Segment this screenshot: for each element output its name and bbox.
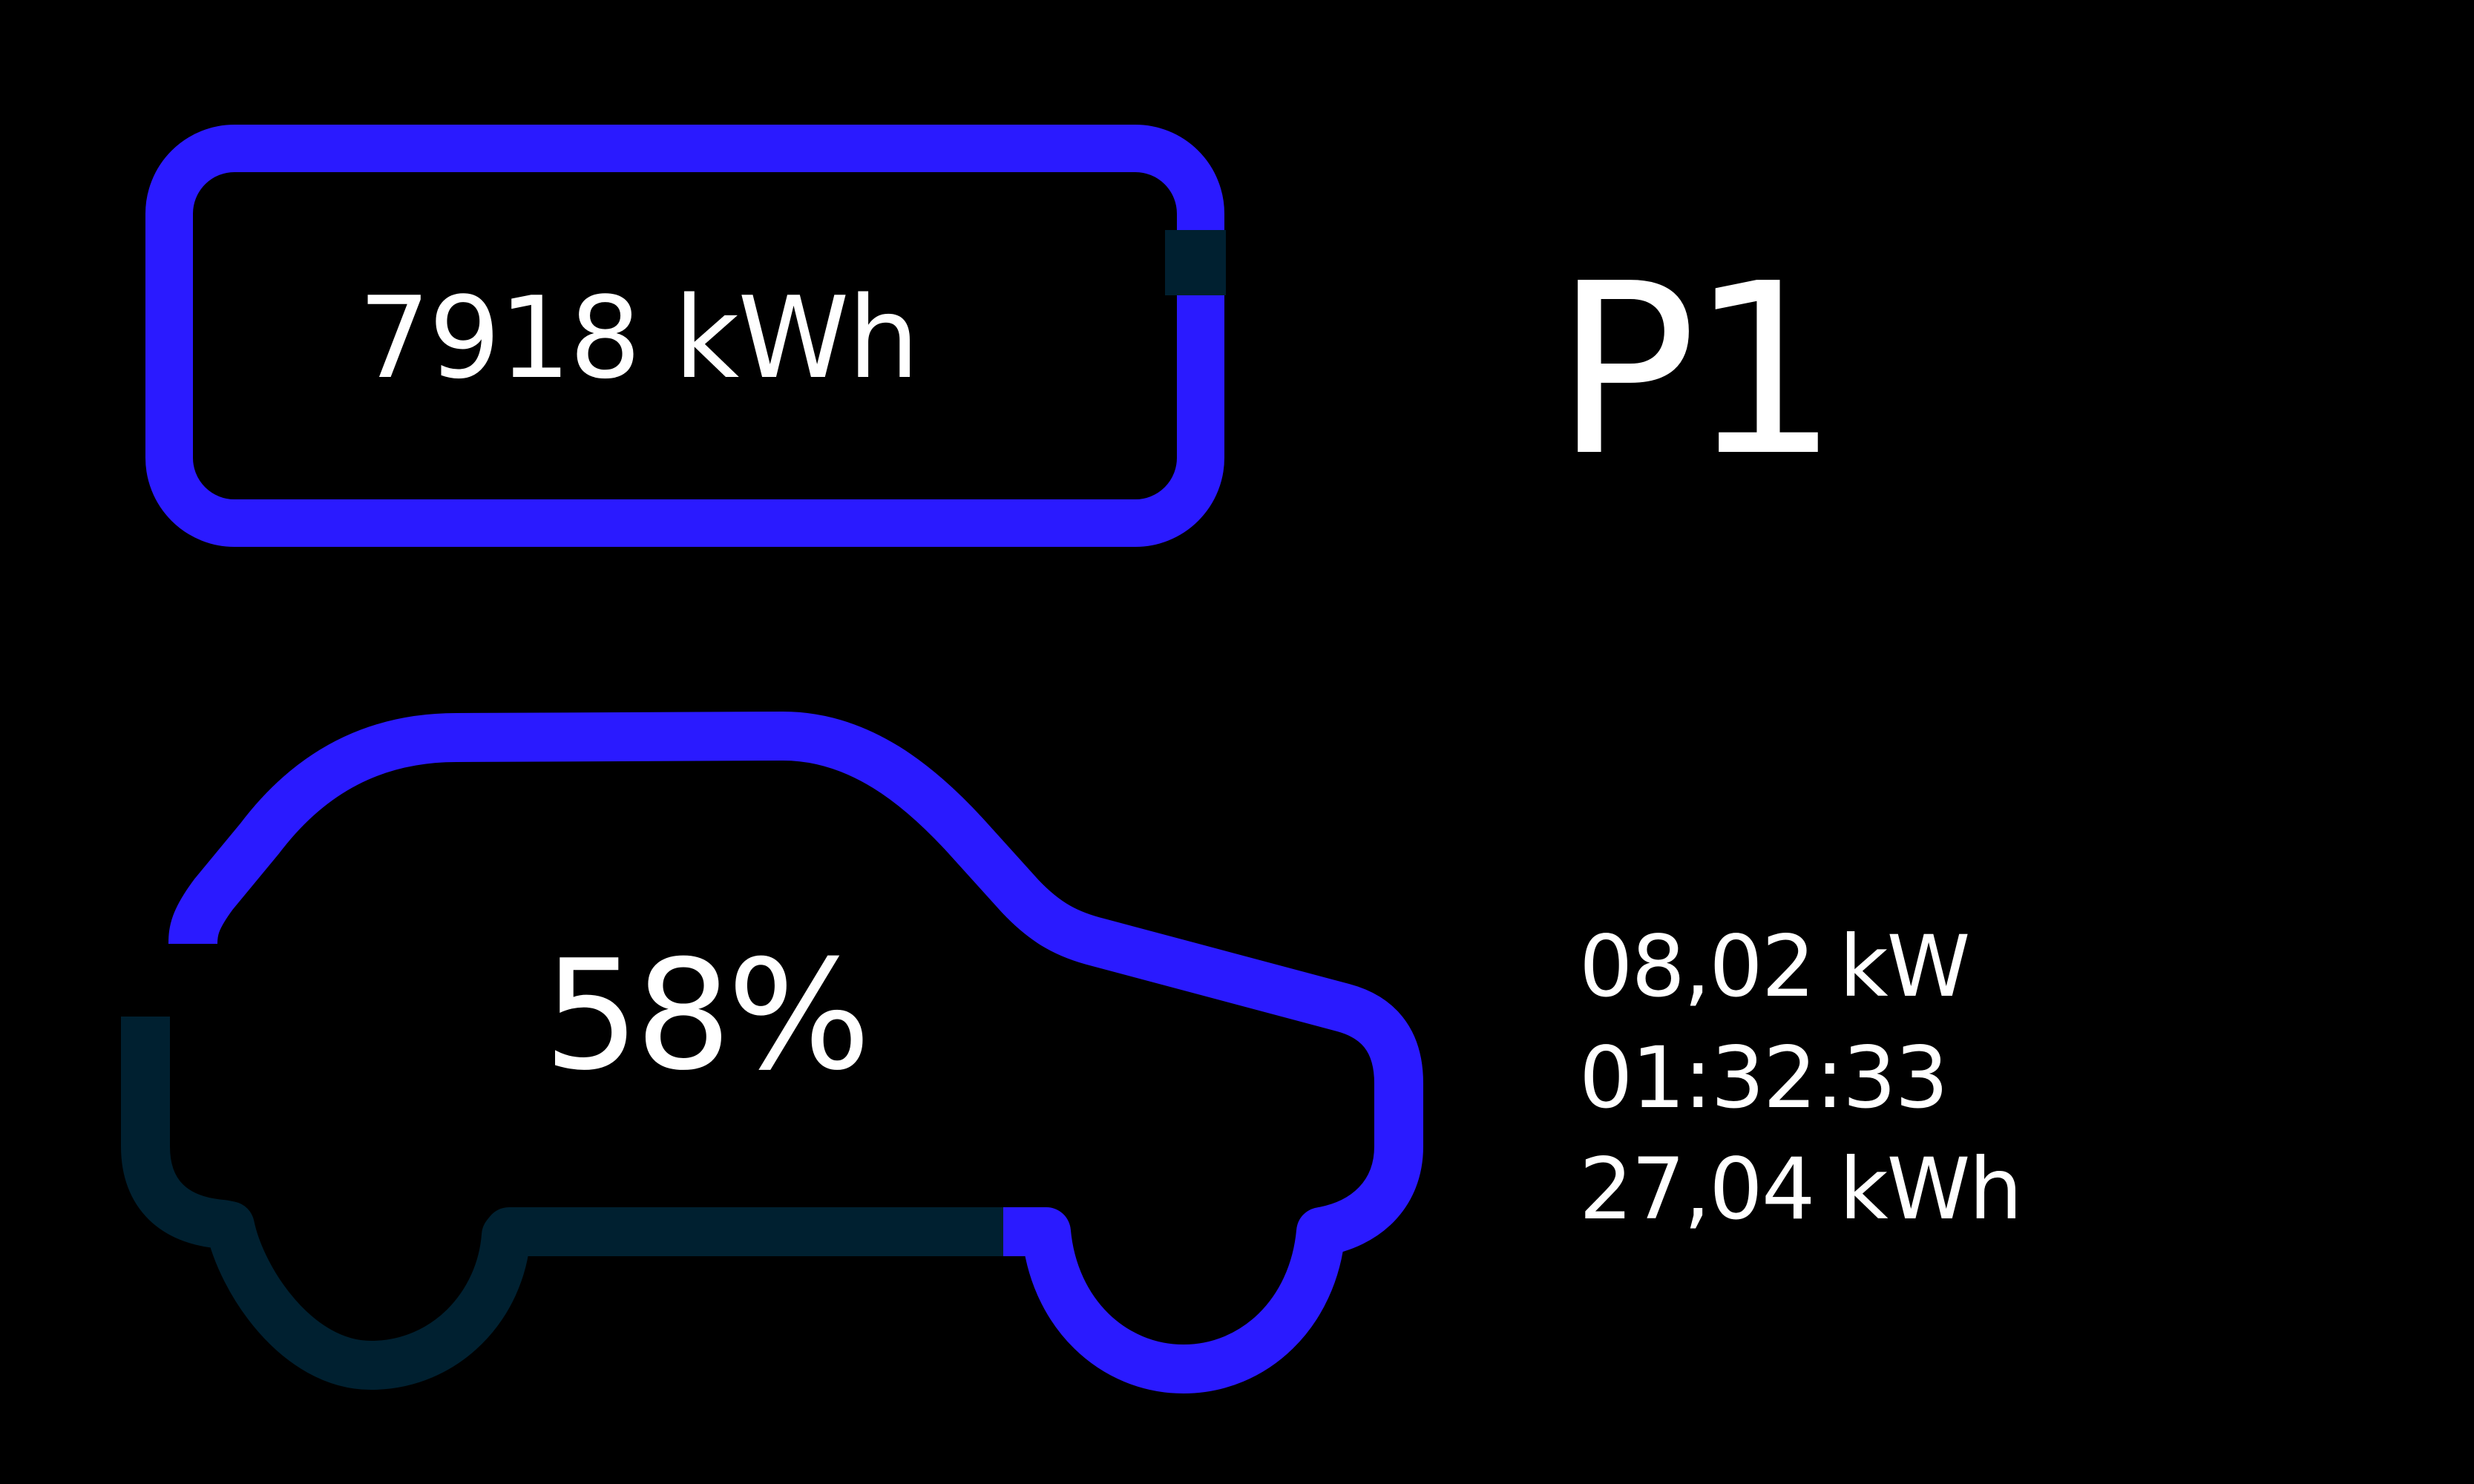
battery-energy-label: 7918 kWh (358, 272, 919, 404)
battery-icon (145, 125, 1226, 547)
charging-duration: 01:32:33 (1579, 1028, 1949, 1127)
car-outline-empty (121, 1017, 1003, 1390)
charging-stats: 08,02 kW 01:32:33 27,04 kWh (1579, 911, 2247, 1245)
charging-power: 08,02 kW (1579, 917, 1970, 1016)
state-of-charge: 58% (543, 928, 870, 1104)
station-id: P1 (1555, 233, 1840, 508)
car-outline-charged (168, 712, 1423, 1393)
battery-frame (145, 125, 1224, 547)
energy-delivered: 27,04 kWh (1579, 1140, 2023, 1238)
car-icon (121, 712, 1423, 1393)
battery-terminal (1165, 230, 1226, 295)
